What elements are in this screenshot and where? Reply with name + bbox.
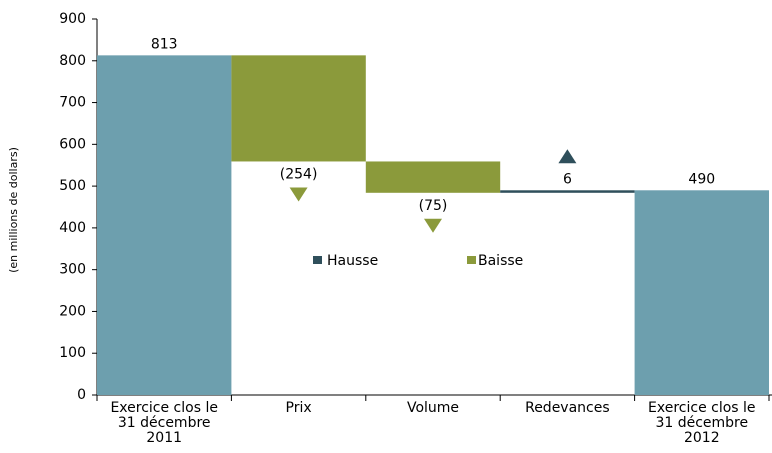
direction-arrow bbox=[289, 187, 308, 202]
legend-swatch bbox=[313, 256, 322, 264]
x-tick-label: Volume bbox=[406, 400, 460, 416]
y-tick-label: 0 bbox=[77, 387, 86, 403]
x-tick-label: Redevances bbox=[525, 400, 610, 416]
y-axis-label: (en millions de dollars) bbox=[7, 147, 20, 273]
y-tick-label: 800 bbox=[59, 53, 86, 69]
y-tick-label: 100 bbox=[59, 345, 86, 361]
legend-label: Baisse bbox=[478, 253, 523, 269]
y-tick-label: 500 bbox=[59, 178, 86, 194]
x-tick-label: Prix bbox=[285, 400, 312, 416]
bar bbox=[634, 190, 769, 395]
x-tick-label: Exercice clos le 31 décembre 2011 bbox=[110, 400, 218, 446]
legend-label: Hausse bbox=[327, 253, 378, 269]
y-tick-label: 400 bbox=[59, 220, 86, 236]
data-label: 6 bbox=[563, 171, 572, 187]
bar bbox=[365, 161, 501, 193]
data-label: (75) bbox=[419, 198, 448, 214]
y-tick-label: 300 bbox=[59, 262, 86, 278]
legend-swatch bbox=[467, 256, 476, 264]
y-tick-label: 600 bbox=[59, 136, 86, 152]
data-label: 490 bbox=[688, 171, 715, 187]
bar bbox=[500, 190, 635, 193]
direction-arrow bbox=[424, 218, 442, 233]
y-tick-label: 200 bbox=[59, 303, 86, 319]
x-tick-label: Exercice clos le 31 décembre 2012 bbox=[648, 400, 756, 446]
data-label: 813 bbox=[151, 36, 178, 52]
direction-arrow bbox=[558, 149, 577, 164]
y-tick-label: 700 bbox=[59, 95, 86, 111]
y-tick-label: 900 bbox=[59, 11, 86, 27]
bar bbox=[97, 55, 232, 395]
data-label: (254) bbox=[280, 166, 318, 182]
bar bbox=[231, 55, 366, 162]
